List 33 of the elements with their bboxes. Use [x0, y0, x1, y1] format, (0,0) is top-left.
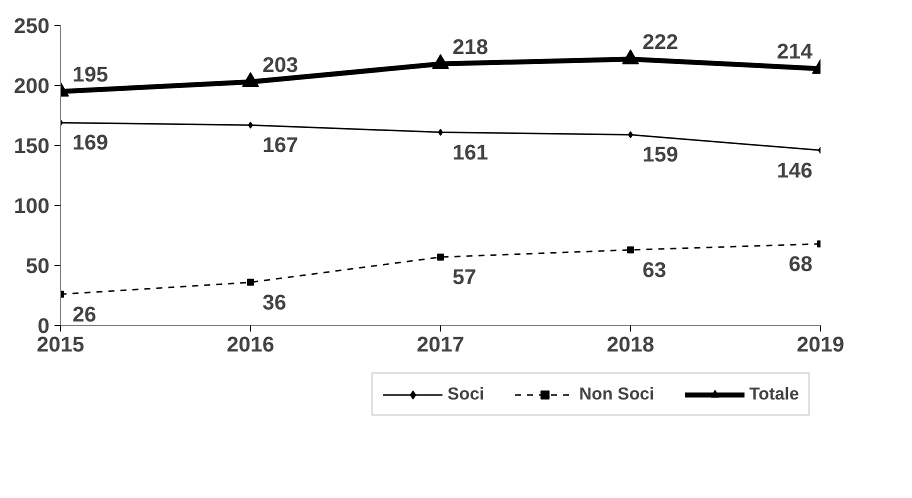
- point: [432, 54, 449, 70]
- point: [622, 49, 639, 64]
- point: [242, 72, 259, 88]
- data-label: 68: [788, 252, 813, 276]
- y-tick-label: 250: [14, 14, 50, 38]
- legend-label: Totale: [749, 384, 799, 404]
- y-tick-label: 200: [14, 74, 50, 98]
- data-label: 218: [452, 34, 488, 59]
- data-label: 146: [776, 158, 813, 182]
- data-label: 63: [642, 258, 666, 282]
- x-tick-label: 2016: [226, 332, 274, 356]
- legend-label: Non Soci: [579, 384, 654, 404]
- x-tick-label: 2019: [796, 332, 844, 356]
- data-label: 36: [262, 290, 286, 314]
- data-label: 195: [72, 62, 108, 86]
- data-label: 203: [262, 52, 298, 77]
- data-label: 222: [642, 30, 678, 54]
- point: [247, 278, 254, 286]
- data-label: 214: [776, 40, 813, 64]
- x-tick-label: 2018: [606, 332, 654, 356]
- y-tick-label: 50: [26, 254, 50, 278]
- legend-label: Soci: [448, 384, 484, 404]
- data-label: 159: [642, 142, 678, 167]
- y-tick-label: 150: [14, 134, 50, 158]
- point: [437, 254, 444, 261]
- data-label: 161: [452, 140, 488, 164]
- data-label: 57: [452, 265, 476, 290]
- data-label: 167: [262, 133, 298, 158]
- x-tick-label: 2017: [416, 332, 464, 356]
- data-label: 26: [72, 302, 96, 326]
- data-label: 169: [72, 130, 108, 155]
- point: [627, 246, 634, 254]
- y-tick-label: 100: [14, 194, 50, 218]
